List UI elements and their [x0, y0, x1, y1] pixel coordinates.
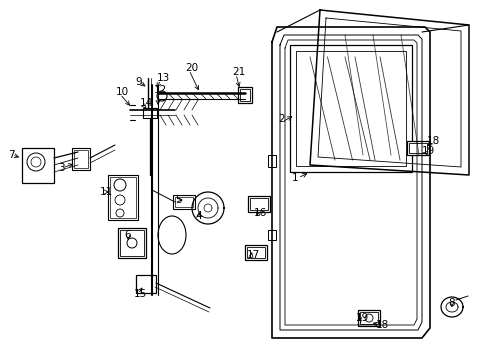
- Bar: [22, 148, 54, 183]
- Bar: [267, 155, 275, 167]
- Text: 10: 10: [116, 87, 129, 97]
- Text: 7: 7: [8, 150, 15, 160]
- Bar: [173, 195, 195, 209]
- Ellipse shape: [158, 216, 185, 254]
- Bar: [357, 310, 379, 326]
- Text: 21: 21: [231, 67, 245, 77]
- Circle shape: [364, 314, 372, 322]
- Text: 19: 19: [421, 146, 434, 156]
- Text: 13: 13: [157, 73, 170, 83]
- Circle shape: [157, 91, 167, 101]
- Bar: [295, 51, 405, 166]
- Bar: [72, 148, 90, 170]
- Bar: [247, 196, 269, 212]
- Bar: [406, 141, 428, 155]
- Text: 16: 16: [253, 208, 267, 218]
- Circle shape: [31, 157, 41, 167]
- Circle shape: [116, 209, 124, 217]
- Text: 14: 14: [140, 98, 153, 108]
- Bar: [359, 312, 377, 324]
- Text: 3: 3: [58, 163, 64, 173]
- Text: 20: 20: [184, 63, 198, 73]
- Text: 5: 5: [175, 195, 181, 205]
- Bar: [240, 89, 249, 101]
- Bar: [238, 87, 251, 103]
- Bar: [108, 175, 138, 220]
- Bar: [110, 177, 136, 218]
- Text: 12: 12: [154, 85, 167, 95]
- Bar: [249, 198, 267, 210]
- Bar: [408, 143, 426, 153]
- Bar: [246, 247, 264, 258]
- Bar: [74, 150, 88, 168]
- Circle shape: [114, 179, 126, 191]
- Text: 9: 9: [135, 77, 142, 87]
- Text: 19: 19: [355, 313, 368, 323]
- Text: 18: 18: [426, 136, 439, 146]
- Text: 18: 18: [375, 320, 388, 330]
- Text: 2: 2: [278, 114, 284, 124]
- Text: 1: 1: [291, 173, 298, 183]
- Text: 11: 11: [100, 187, 113, 197]
- Bar: [289, 45, 411, 172]
- Bar: [118, 228, 146, 258]
- Text: 15: 15: [134, 289, 147, 299]
- Bar: [244, 245, 266, 260]
- Bar: [120, 230, 143, 256]
- Circle shape: [27, 153, 45, 171]
- Circle shape: [115, 195, 125, 205]
- Bar: [136, 275, 156, 293]
- Circle shape: [127, 238, 137, 248]
- Text: 8: 8: [447, 298, 454, 308]
- Bar: [175, 197, 193, 207]
- Text: 4: 4: [195, 211, 201, 221]
- Bar: [267, 230, 275, 240]
- Text: 17: 17: [246, 250, 260, 260]
- Text: 6: 6: [124, 230, 130, 240]
- Bar: [142, 108, 157, 118]
